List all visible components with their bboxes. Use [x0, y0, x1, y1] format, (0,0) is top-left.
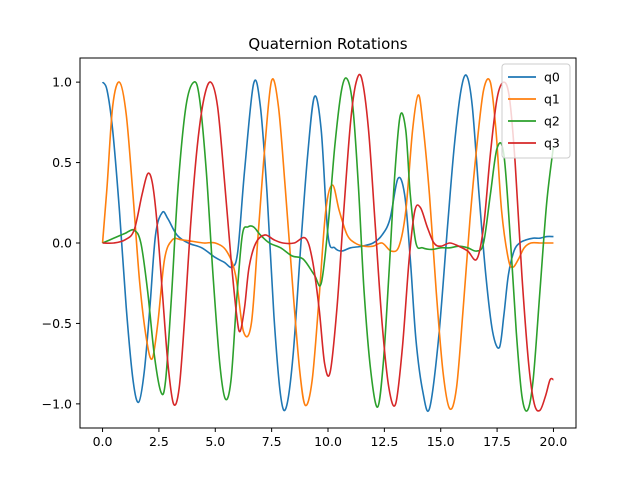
- legend-label-q0: q0: [544, 70, 560, 85]
- series-line-q1: [101, 78, 554, 411]
- series-line-q3: [102, 73, 554, 412]
- x-tick-label: 5.0: [205, 434, 225, 449]
- x-tick-label: 15.0: [427, 434, 455, 449]
- y-tick-label: −1.0: [42, 396, 72, 411]
- legend-box: [501, 63, 571, 159]
- x-tick-label: 10.0: [314, 434, 342, 449]
- y-tick-label: 1.0: [52, 75, 72, 90]
- y-tick-label: 0.5: [52, 155, 72, 170]
- plot-area: 0.0 2.5 5.0 7.5 10.0 12.5 15.0 17.5 20.0 −1.0 −0.…: [42, 57, 577, 449]
- chart-title: Quaternion Rotations: [248, 35, 407, 53]
- x-tick-label: 12.5: [370, 434, 398, 449]
- y-axis: −1.0 −0.5 0.0 0.5 1.0: [42, 75, 80, 411]
- x-axis: 0.0 2.5 5.0 7.5 10.0 12.5 15.0 17.5 20.0: [93, 428, 568, 449]
- y-tick-label: −0.5: [42, 316, 72, 331]
- x-tick-label: 17.5: [483, 434, 511, 449]
- x-tick-label: 7.5: [262, 434, 282, 449]
- x-tick-label: 20.0: [540, 434, 568, 449]
- series-line-q2: [102, 77, 555, 412]
- legend-label-q1: q1: [544, 92, 560, 107]
- y-tick-label: 0.0: [52, 236, 72, 251]
- x-tick-label: 2.5: [149, 434, 169, 449]
- series-layer: [101, 73, 555, 412]
- legend-label-q3: q3: [544, 136, 560, 151]
- legend: q0 q1 q2 q3: [501, 63, 571, 159]
- legend-label-q2: q2: [544, 114, 560, 129]
- x-tick-label: 0.0: [93, 434, 113, 449]
